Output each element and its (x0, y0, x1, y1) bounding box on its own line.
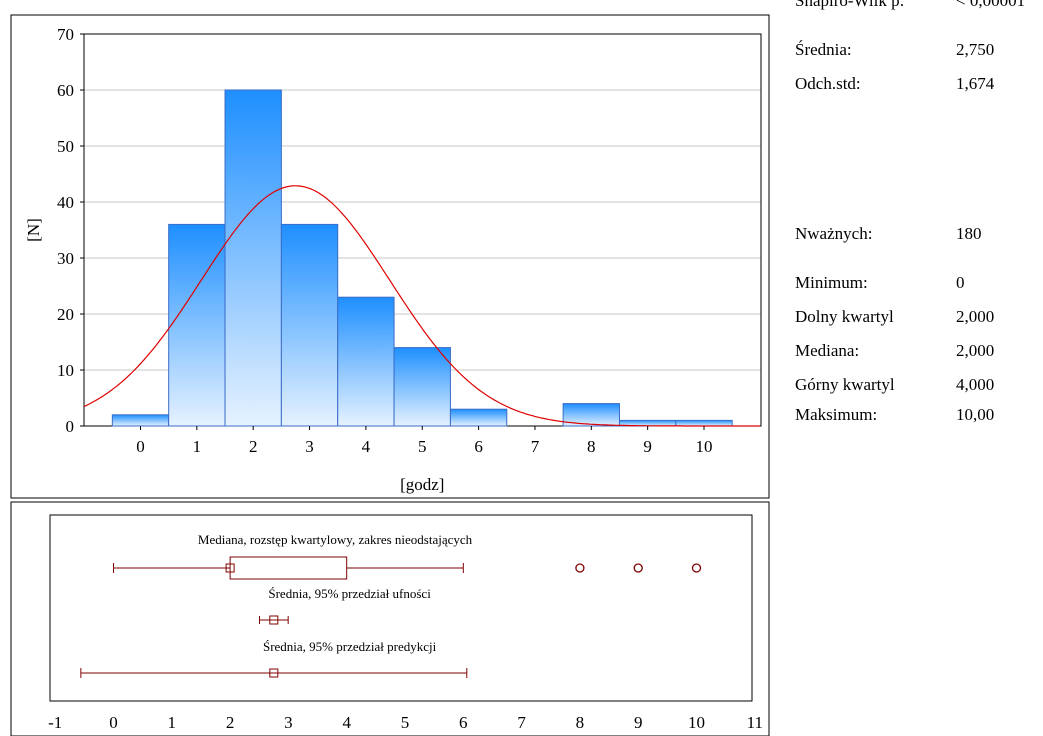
x-tick-label: 10 (696, 437, 713, 456)
stat-max-label: Maksimum: (795, 405, 878, 424)
stat-n-valid: Nważnych: 180 (795, 224, 1043, 244)
y-axis-title: [N] (24, 218, 43, 242)
stat-shapiro-label: Shapiro-Wilk p: (795, 0, 905, 10)
y-tick-label: 70 (57, 25, 74, 44)
boxplot-x-tick-label: 3 (284, 713, 293, 732)
stat-median-value: 2,000 (956, 341, 995, 360)
x-tick-label: 4 (362, 437, 371, 456)
histogram-frame (10, 14, 770, 499)
boxplot-x-tick-label: 9 (634, 713, 643, 732)
histogram-bar (449, 408, 508, 427)
boxplot-x-tick-label: 5 (401, 713, 410, 732)
histogram-bar (168, 223, 226, 427)
boxplot-x-tick-label: 6 (459, 713, 468, 732)
stat-median: Mediana: 2,000 (795, 341, 1043, 361)
x-tick-label: 0 (136, 437, 145, 456)
y-tick-label: 50 (57, 137, 74, 156)
stat-sd-label: Odch.std: (795, 74, 861, 93)
ci-row-label: Średnia, 95% przedział ufności (268, 586, 431, 601)
stat-q3: Górny kwartyl 4,000 (795, 375, 1043, 395)
stat-mean: Średnia: 2,750 (795, 40, 1043, 60)
stat-min: Minimum: 0 (795, 273, 1043, 293)
boxplot-x-tick-label: 8 (576, 713, 585, 732)
histogram-bar (393, 347, 451, 427)
stat-min-label: Minimum: (795, 273, 868, 292)
y-tick-label: 60 (57, 81, 74, 100)
stat-median-label: Mediana: (795, 341, 860, 360)
x-tick-label: 5 (418, 437, 427, 456)
boxplot-x-tick-label: -1 (48, 713, 62, 732)
pi-row-label: Średnia, 95% przedział predykcji (263, 639, 437, 654)
iqr-box (229, 556, 348, 580)
x-tick-label: 3 (305, 437, 314, 456)
mean-marker (269, 668, 279, 678)
boxplot-x-tick-label: 0 (109, 713, 118, 732)
stat-mean-value: 2,750 (956, 40, 995, 59)
stat-q1: Dolny kwartyl 2,000 (795, 307, 1043, 327)
y-tick-label: 20 (57, 305, 74, 324)
y-tick-label: 10 (57, 361, 74, 380)
stat-q1-value: 2,000 (956, 307, 995, 326)
outlier-point (691, 563, 702, 573)
boxplot-x-tick-label: 7 (517, 713, 526, 732)
mean-marker (269, 615, 279, 625)
histogram-bar (337, 296, 395, 427)
histogram-bar (280, 223, 339, 427)
stat-sd-value: 1,674 (956, 74, 995, 93)
x-tick-label: 9 (643, 437, 652, 456)
stat-n-valid-value: 180 (956, 224, 982, 243)
histogram-bar (111, 414, 170, 427)
boxplot-row-label: Mediana, rozstęp kwartylowy, zakres nieo… (198, 532, 473, 547)
histogram-bar (224, 89, 282, 427)
boxplot-plot-area (49, 514, 753, 702)
stat-min-value: 0 (956, 273, 965, 292)
median-marker (225, 563, 235, 573)
boxplot-x-tick-label: 2 (226, 713, 235, 732)
stat-q3-label: Górny kwartyl (795, 375, 895, 394)
boxplot-x-tick-label: 4 (342, 713, 351, 732)
outlier-point (633, 563, 643, 573)
normal-curve-line (83, 185, 760, 427)
boxplot-chart: Mediana, rozstęp kwartylowy, zakres nieo… (48, 514, 763, 732)
boxplot-x-tick-label: 11 (747, 713, 763, 732)
x-tick-label: 8 (587, 437, 596, 456)
histogram-bar (675, 419, 733, 427)
stat-n-valid-label: Nważnych: (795, 224, 873, 243)
x-tick-label: 7 (531, 437, 540, 456)
x-tick-label: 1 (193, 437, 202, 456)
y-tick-label: 30 (57, 249, 74, 268)
stat-shapiro-value: < 0,00001 (956, 0, 1026, 10)
stat-mean-label: Średnia: (795, 40, 852, 59)
stat-shapiro: Shapiro-Wilk p: < 0,00001 (795, 0, 1043, 11)
stat-q3-value: 4,000 (956, 375, 995, 394)
outlier-point (575, 563, 585, 573)
stat-q1-label: Dolny kwartyl (795, 307, 894, 326)
boxplot-frame (10, 501, 770, 736)
histogram-chart: 0 10 20 30 40 50 60 70 0 1 2 3 4 5 6 7 8 9 10 [godz] [N] (24, 25, 762, 494)
stat-sd: Odch.std: 1,674 (795, 74, 1043, 94)
x-axis-title: [godz] (400, 475, 444, 494)
boxplot-x-tick-label: 1 (168, 713, 177, 732)
stat-max-value: 10,00 (956, 405, 995, 424)
y-tick-label: 40 (57, 193, 74, 212)
y-tick-label: 0 (66, 417, 75, 436)
stat-max: Maksimum: 10,00 (795, 405, 1043, 425)
boxplot-x-tick-label: 10 (688, 713, 705, 732)
x-tick-label: 6 (474, 437, 483, 456)
x-tick-label: 2 (249, 437, 258, 456)
